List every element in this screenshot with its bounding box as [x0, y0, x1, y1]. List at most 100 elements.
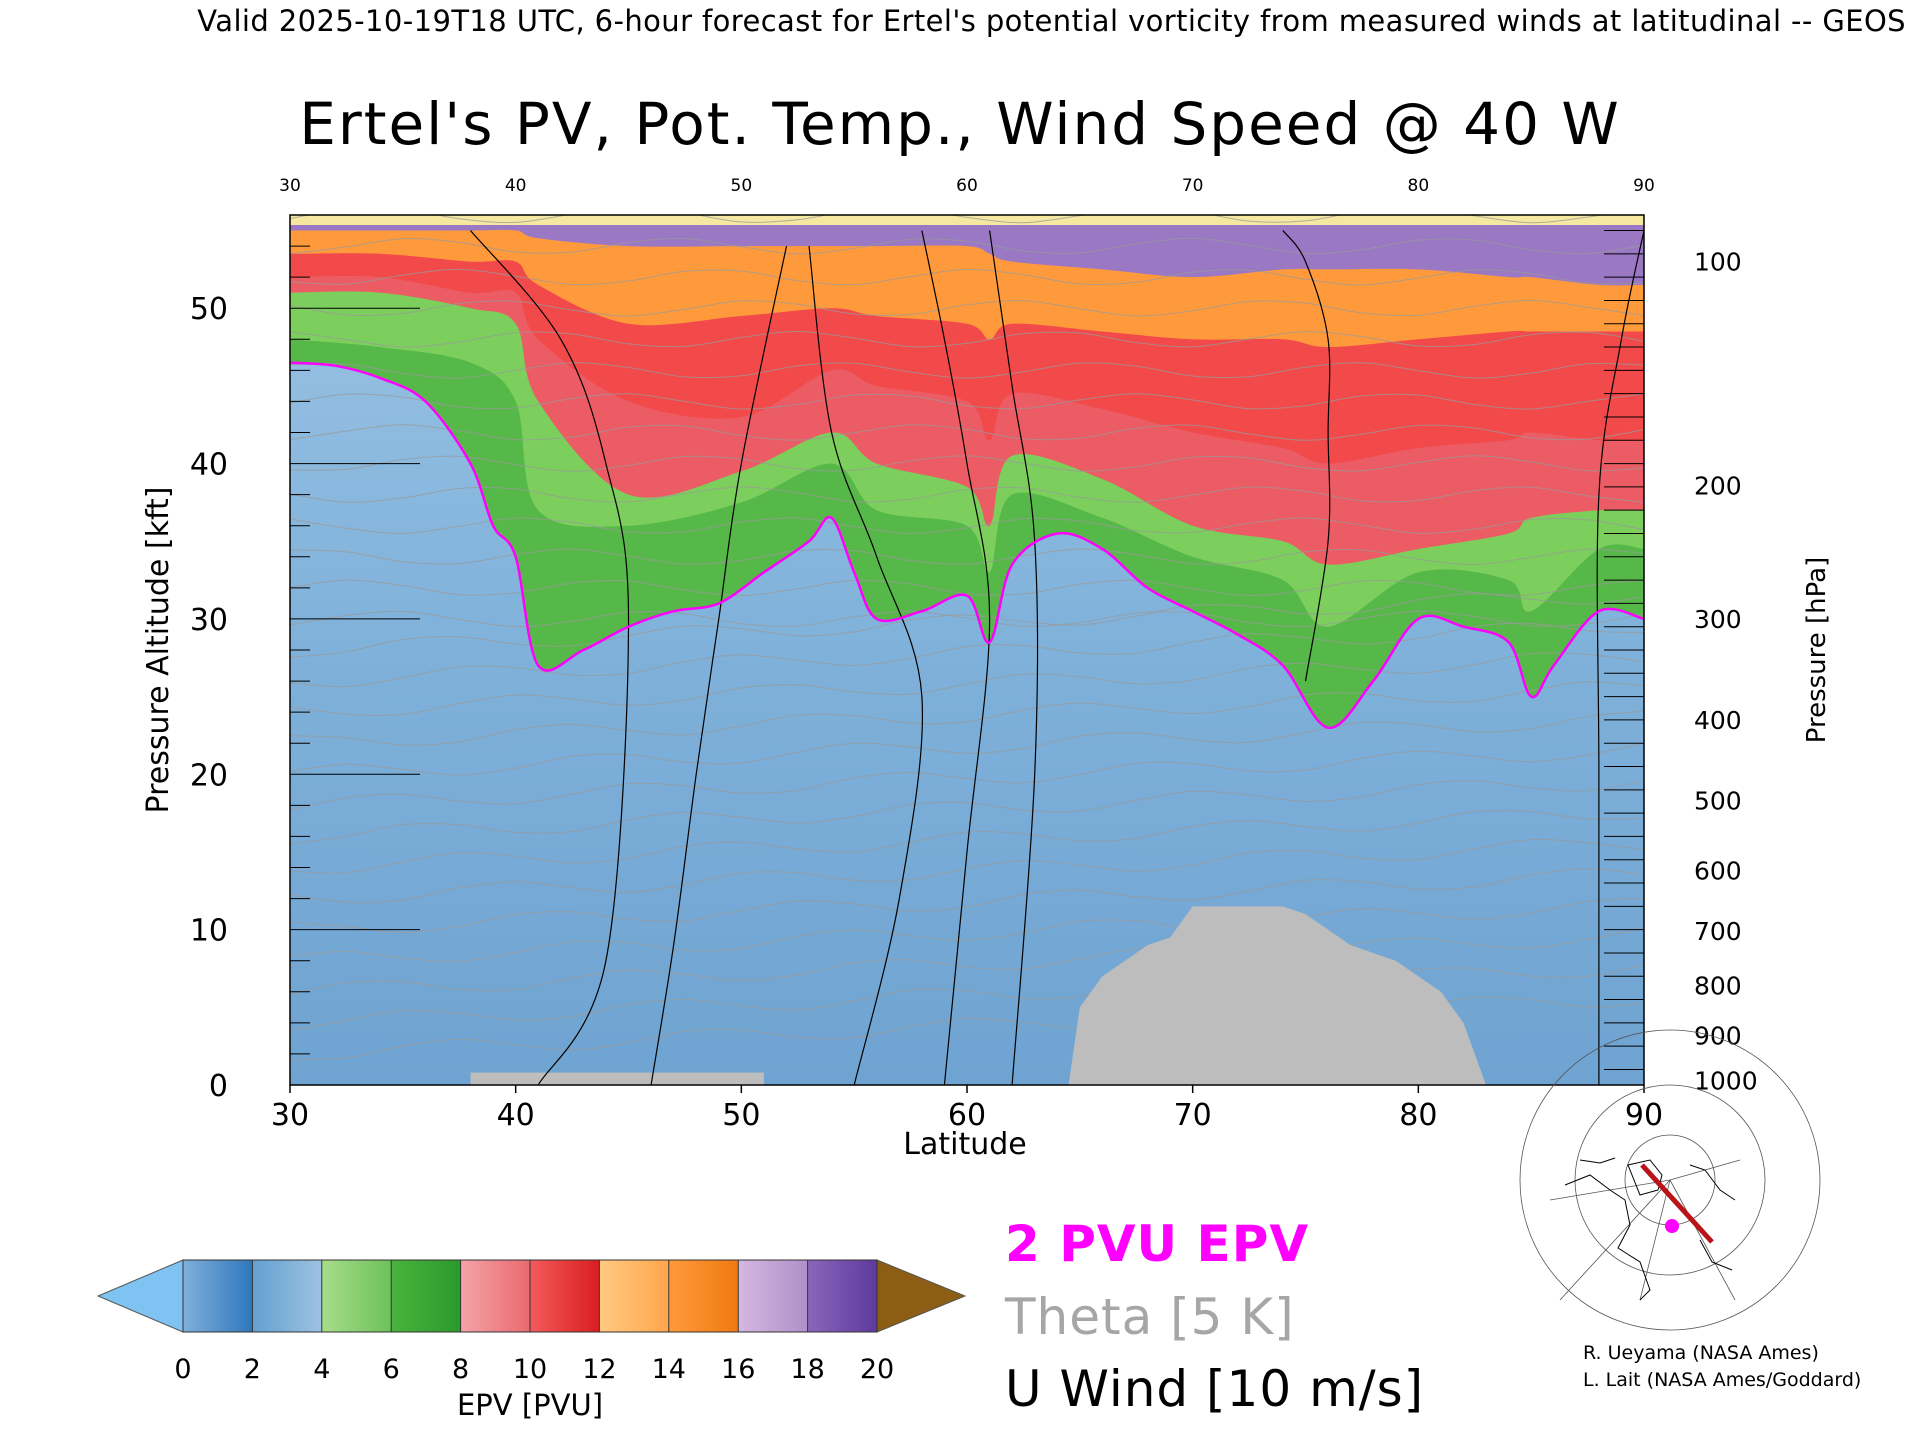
theta-contour: [290, 681, 1644, 746]
x-top-tick-label: 30: [279, 176, 301, 196]
theta-contour: [290, 710, 1644, 776]
theta-contour: [290, 610, 1644, 628]
theta-contour: [290, 215, 1606, 224]
pressure-tick-label: 600: [1694, 857, 1742, 886]
pressure-tick-label: 700: [1694, 917, 1742, 946]
theta-contour: [290, 486, 1644, 503]
x-top-tick-label: 60: [956, 176, 978, 196]
theta-contour: [290, 268, 1644, 286]
pressure-tick-label: 900: [1694, 1021, 1742, 1050]
terrain-block: [470, 1072, 764, 1085]
colorbar-tick-label: 2: [244, 1354, 261, 1385]
location-inset-map: [1519, 1029, 1821, 1331]
x-tick-label: 70: [1174, 1098, 1212, 1133]
pressure-tick-label: 300: [1694, 605, 1742, 634]
theta-contour: [290, 455, 1644, 472]
u-wind-contour: [808, 246, 924, 1085]
pressure-tick-label: 400: [1694, 706, 1742, 735]
colorbar-segment: [738, 1260, 808, 1332]
pressure-tick-label: 800: [1694, 972, 1742, 1001]
theta-contour: [290, 622, 1644, 688]
x-tick-label: 30: [271, 1098, 309, 1133]
theta-contour: [290, 517, 1644, 535]
theta-contour: [290, 237, 1644, 255]
colorbar-segment: [668, 1260, 739, 1332]
colorbar-segment: [321, 1260, 392, 1332]
colorbar-segment: [460, 1260, 530, 1332]
u-wind-contour: [921, 230, 991, 1085]
y-tick-label: 40: [190, 448, 228, 483]
colorbar-segment: [252, 1260, 322, 1332]
x-top-tick-label: 90: [1633, 176, 1655, 196]
two-pvu-contour: [290, 361, 1644, 729]
colorbar-over-arrow: [876, 1259, 967, 1333]
theta-contour: [290, 868, 1644, 933]
credit-line: R. Ueyama (NASA Ames): [1583, 1342, 1819, 1364]
colorbar-frame: [182, 1259, 878, 1333]
colorbar-tick-label: 10: [513, 1354, 547, 1385]
pressure-tick-label: 100: [1694, 248, 1742, 277]
theta-contour: [290, 424, 1644, 441]
colorbar-tick-label: 20: [860, 1354, 894, 1385]
theta-contour: [290, 898, 1644, 963]
x-top-tick-label: 40: [505, 176, 527, 196]
u-wind-contour: [650, 245, 788, 1085]
colorbar-tick-label: 12: [582, 1354, 616, 1385]
theta-contour: [290, 330, 1644, 348]
u-wind-contour: [1596, 230, 1644, 1085]
theta-contour: [290, 964, 1644, 1031]
x-top-tick-label: 50: [731, 176, 753, 196]
x-top-tick-label: 80: [1408, 176, 1430, 196]
u-wind-contour: [470, 230, 630, 1085]
theta-contours: [290, 215, 1644, 1060]
theta-contour: [290, 592, 1644, 658]
x-top-tick-label: 70: [1182, 176, 1204, 196]
theta-contour: [290, 393, 1644, 410]
colorbar: 0 2 4 6 8 10 12 14 16 18 20: [96, 1259, 967, 1385]
legend-theta: Theta [5 K]: [1005, 1288, 1295, 1346]
chart-title: Ertel's PV, Pot. Temp., Wind Speed @ 40 …: [299, 90, 1621, 158]
y-tick-label: 10: [190, 914, 228, 949]
theta-contour: [290, 362, 1644, 379]
theta-contour: [290, 928, 1644, 995]
u-wind-contours: [470, 230, 1644, 1085]
colorbar-tick-label: 0: [174, 1354, 191, 1385]
y-axis-label: Pressure Altitude [kft]: [141, 487, 176, 814]
pressure-axis: 100 200 300 400 500 600 700 800 900 1000: [1604, 230, 1758, 1095]
u-wind-contour: [1282, 230, 1331, 682]
valid-time-header: Valid 2025-10-19T18 UTC, 6-hour forecast…: [197, 4, 1906, 38]
x-axis-label: Latitude: [903, 1127, 1026, 1162]
pressure-axis-label: Pressure [hPa]: [1802, 557, 1832, 744]
x-axis-top: 30 40 50 60 70 80 90: [279, 176, 1655, 196]
y-tick-label: 20: [190, 758, 228, 793]
colorbar-tick-label: 8: [452, 1354, 469, 1385]
colorbar-title: EPV [PVU]: [457, 1388, 603, 1422]
colorbar-segment: [183, 1260, 253, 1332]
x-tick-label: 50: [722, 1098, 760, 1133]
y-axis: 0 10 20 30 40 50: [190, 245, 420, 1104]
x-axis: 30 40 50 60 70 80 90: [271, 1085, 1663, 1133]
theta-contour: [290, 579, 1644, 597]
pressure-tick-label: 1000: [1694, 1066, 1758, 1095]
x-tick-label: 90: [1625, 1098, 1663, 1133]
pressure-tick-label: 500: [1694, 787, 1742, 816]
y-tick-label: 0: [209, 1069, 228, 1104]
terrain-mask: [470, 906, 1487, 1085]
theta-contour: [290, 299, 1644, 317]
theta-contour: [290, 809, 1644, 874]
epv-layer-top: [290, 215, 1644, 225]
legend-epv-2pvu: 2 PVU EPV: [1005, 1215, 1310, 1273]
theta-contour: [290, 652, 1644, 717]
colorbar-segment: [530, 1260, 600, 1332]
x-tick-label: 80: [1399, 1098, 1437, 1133]
colorbar-segment: [599, 1260, 669, 1332]
credit-line: L. Lait (NASA Ames/Goddard): [1583, 1369, 1862, 1391]
colorbar-tick-label: 18: [790, 1354, 824, 1385]
x-tick-label: 40: [497, 1098, 535, 1133]
y-tick-label: 50: [190, 292, 228, 327]
u-wind-contour: [989, 230, 1039, 1085]
terrain-block: [1068, 906, 1487, 1085]
colorbar-tick-label: 16: [721, 1354, 755, 1385]
colorbar-tick-label: 6: [383, 1354, 400, 1385]
